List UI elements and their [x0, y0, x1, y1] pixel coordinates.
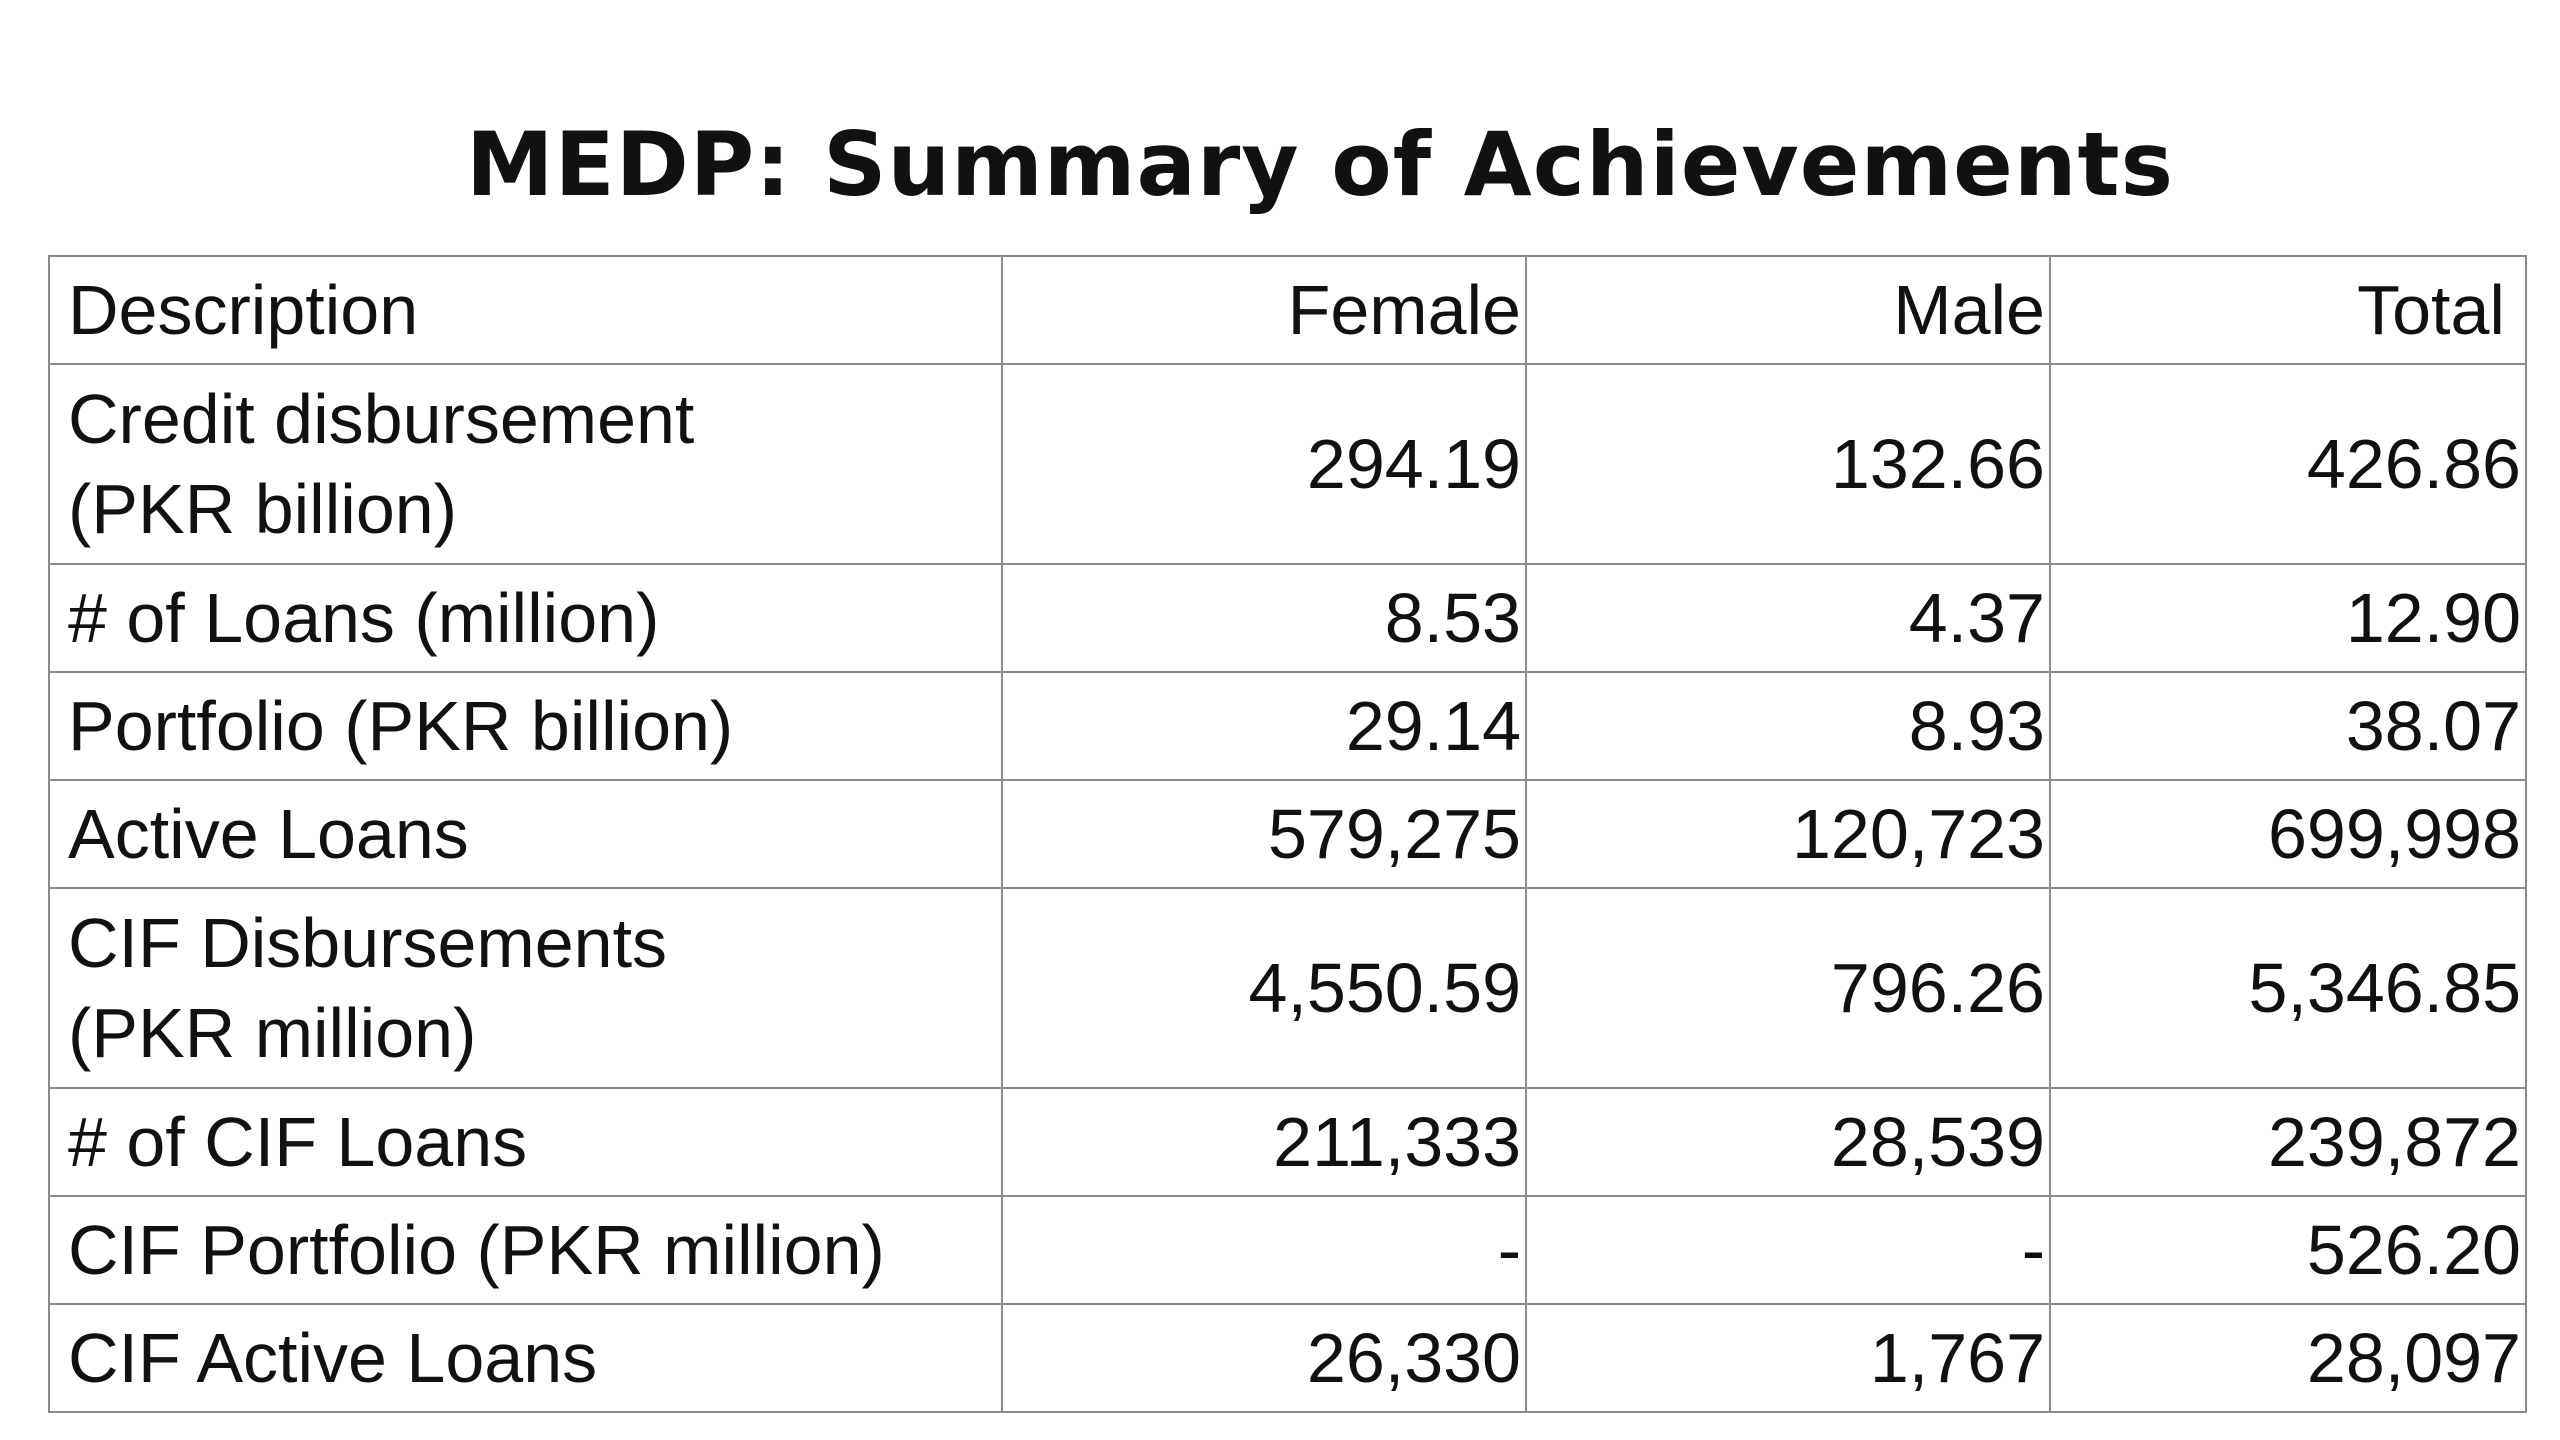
row-male: 132.66	[1525, 363, 2051, 565]
table-row: CIF Disbursements (PKR million) 4,550.59…	[48, 887, 2527, 1089]
row-female: 294.19	[1001, 363, 1527, 565]
table-row: Credit disbursement (PKR billion) 294.19…	[48, 363, 2527, 565]
header-female: Female	[1001, 255, 1527, 365]
row-description: # of Loans (million)	[48, 563, 1003, 673]
row-description-line: (PKR million)	[68, 994, 477, 1072]
row-male: -	[1525, 1195, 2051, 1305]
table-row: # of CIF Loans 211,333 28,539 239,872	[48, 1087, 2527, 1197]
row-total: 426.86	[2049, 363, 2527, 565]
header-description: Description	[48, 255, 1003, 365]
row-description: Credit disbursement (PKR billion)	[48, 363, 1003, 565]
header-total: Total	[2049, 255, 2527, 365]
row-total: 526.20	[2049, 1195, 2527, 1305]
row-total: 12.90	[2049, 563, 2527, 673]
row-male: 120,723	[1525, 779, 2051, 889]
header-male: Male	[1525, 255, 2051, 365]
row-total: 5,346.85	[2049, 887, 2527, 1089]
summary-table: Description Female Male Total Credit dis…	[48, 255, 2527, 1413]
row-female: 211,333	[1001, 1087, 1527, 1197]
row-female: 579,275	[1001, 779, 1527, 889]
table-row: CIF Active Loans 26,330 1,767 28,097	[48, 1303, 2527, 1413]
row-female: 8.53	[1001, 563, 1527, 673]
row-description: CIF Portfolio (PKR million)	[48, 1195, 1003, 1305]
row-total: 28,097	[2049, 1303, 2527, 1413]
row-description-line: (PKR billion)	[68, 470, 457, 548]
row-female: 4,550.59	[1001, 887, 1527, 1089]
row-description: # of CIF Loans	[48, 1087, 1003, 1197]
row-female: 29.14	[1001, 671, 1527, 781]
table-row: # of Loans (million) 8.53 4.37 12.90	[48, 563, 2527, 673]
row-male: 8.93	[1525, 671, 2051, 781]
row-description: Active Loans	[48, 779, 1003, 889]
page-title: MEDP: Summary of Achievements	[466, 113, 2174, 216]
row-description: CIF Disbursements (PKR million)	[48, 887, 1003, 1089]
row-description-line: Credit disbursement	[68, 380, 695, 458]
row-male: 28,539	[1525, 1087, 2051, 1197]
row-male: 4.37	[1525, 563, 2051, 673]
table-row: Portfolio (PKR billion) 29.14 8.93 38.07	[48, 671, 2527, 781]
row-female: 26,330	[1001, 1303, 1527, 1413]
row-male: 1,767	[1525, 1303, 2051, 1413]
row-male: 796.26	[1525, 887, 2051, 1089]
row-total: 38.07	[2049, 671, 2527, 781]
row-total: 699,998	[2049, 779, 2527, 889]
row-description: CIF Active Loans	[48, 1303, 1003, 1413]
row-total: 239,872	[2049, 1087, 2527, 1197]
row-description-line: CIF Disbursements	[68, 904, 668, 982]
row-description: Portfolio (PKR billion)	[48, 671, 1003, 781]
table-row: CIF Portfolio (PKR million) - - 526.20	[48, 1195, 2527, 1305]
row-female: -	[1001, 1195, 1527, 1305]
table-row: Active Loans 579,275 120,723 699,998	[48, 779, 2527, 889]
table-header-row: Description Female Male Total	[48, 255, 2527, 365]
